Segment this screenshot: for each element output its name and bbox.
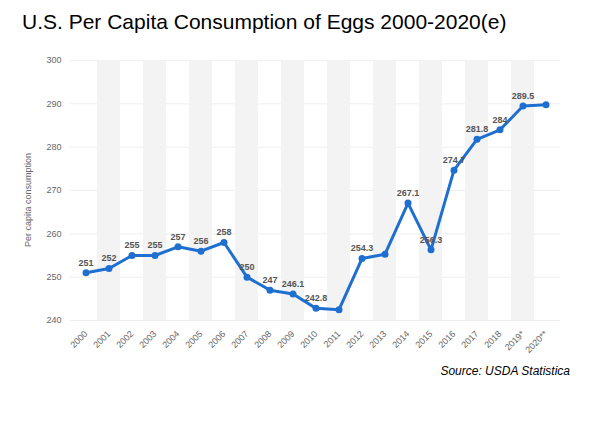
html-text:U.S. Per Capita Consumption of: U.S. Per Capita Consumption of Eggs 2000… bbox=[22, 10, 507, 33]
svg-text:258: 258 bbox=[216, 227, 231, 237]
svg-text:257: 257 bbox=[170, 232, 185, 242]
svg-text:2008: 2008 bbox=[252, 329, 273, 350]
svg-text:255: 255 bbox=[147, 240, 162, 250]
svg-text:2000: 2000 bbox=[68, 329, 89, 350]
svg-text:2015: 2015 bbox=[413, 329, 434, 350]
svg-text:284: 284 bbox=[492, 115, 507, 125]
svg-text:260: 260 bbox=[46, 229, 61, 239]
svg-text:2010: 2010 bbox=[298, 329, 319, 350]
svg-text:2001: 2001 bbox=[91, 329, 112, 350]
svg-text:254.3: 254.3 bbox=[351, 243, 374, 253]
svg-text:280: 280 bbox=[46, 142, 61, 152]
html-text:Source: USDA Statistica: Source: USDA Statistica bbox=[440, 364, 570, 378]
svg-text:2002: 2002 bbox=[114, 329, 135, 350]
svg-text:2016: 2016 bbox=[436, 329, 457, 350]
svg-text:2014: 2014 bbox=[390, 329, 411, 350]
svg-text:270: 270 bbox=[46, 185, 61, 195]
svg-text:242.8: 242.8 bbox=[305, 293, 328, 303]
svg-text:2005: 2005 bbox=[183, 329, 204, 350]
svg-text:251: 251 bbox=[78, 258, 93, 268]
svg-text:250: 250 bbox=[239, 262, 254, 272]
html-text:Per capita consumption: Per capita consumption bbox=[23, 153, 33, 247]
svg-text:256.3: 256.3 bbox=[420, 235, 443, 245]
svg-text:300: 300 bbox=[46, 55, 61, 65]
svg-text:2003: 2003 bbox=[137, 329, 158, 350]
svg-text:250: 250 bbox=[46, 272, 61, 282]
svg-text:2013: 2013 bbox=[367, 329, 388, 350]
svg-text:281.8: 281.8 bbox=[466, 124, 489, 134]
svg-text:2011: 2011 bbox=[322, 329, 343, 350]
svg-text:2019*: 2019* bbox=[502, 328, 527, 353]
svg-text:246.1: 246.1 bbox=[282, 279, 305, 289]
svg-text:252: 252 bbox=[101, 253, 116, 263]
svg-text:2018: 2018 bbox=[482, 329, 503, 350]
svg-text:2007: 2007 bbox=[229, 329, 250, 350]
svg-text:255: 255 bbox=[124, 240, 139, 250]
svg-text:247: 247 bbox=[262, 275, 277, 285]
svg-text:2004: 2004 bbox=[160, 329, 181, 350]
svg-text:240: 240 bbox=[46, 315, 61, 325]
svg-text:256: 256 bbox=[193, 236, 208, 246]
svg-text:267.1: 267.1 bbox=[397, 188, 420, 198]
svg-text:2009: 2009 bbox=[275, 329, 296, 350]
svg-text:2017: 2017 bbox=[459, 329, 480, 350]
svg-text:2006: 2006 bbox=[206, 329, 227, 350]
svg-text:2012: 2012 bbox=[344, 329, 365, 350]
svg-text:290: 290 bbox=[46, 99, 61, 109]
svg-text:274.7: 274.7 bbox=[443, 155, 466, 165]
svg-text:289.5: 289.5 bbox=[512, 91, 535, 101]
svg-text:2020**: 2020** bbox=[523, 328, 550, 355]
